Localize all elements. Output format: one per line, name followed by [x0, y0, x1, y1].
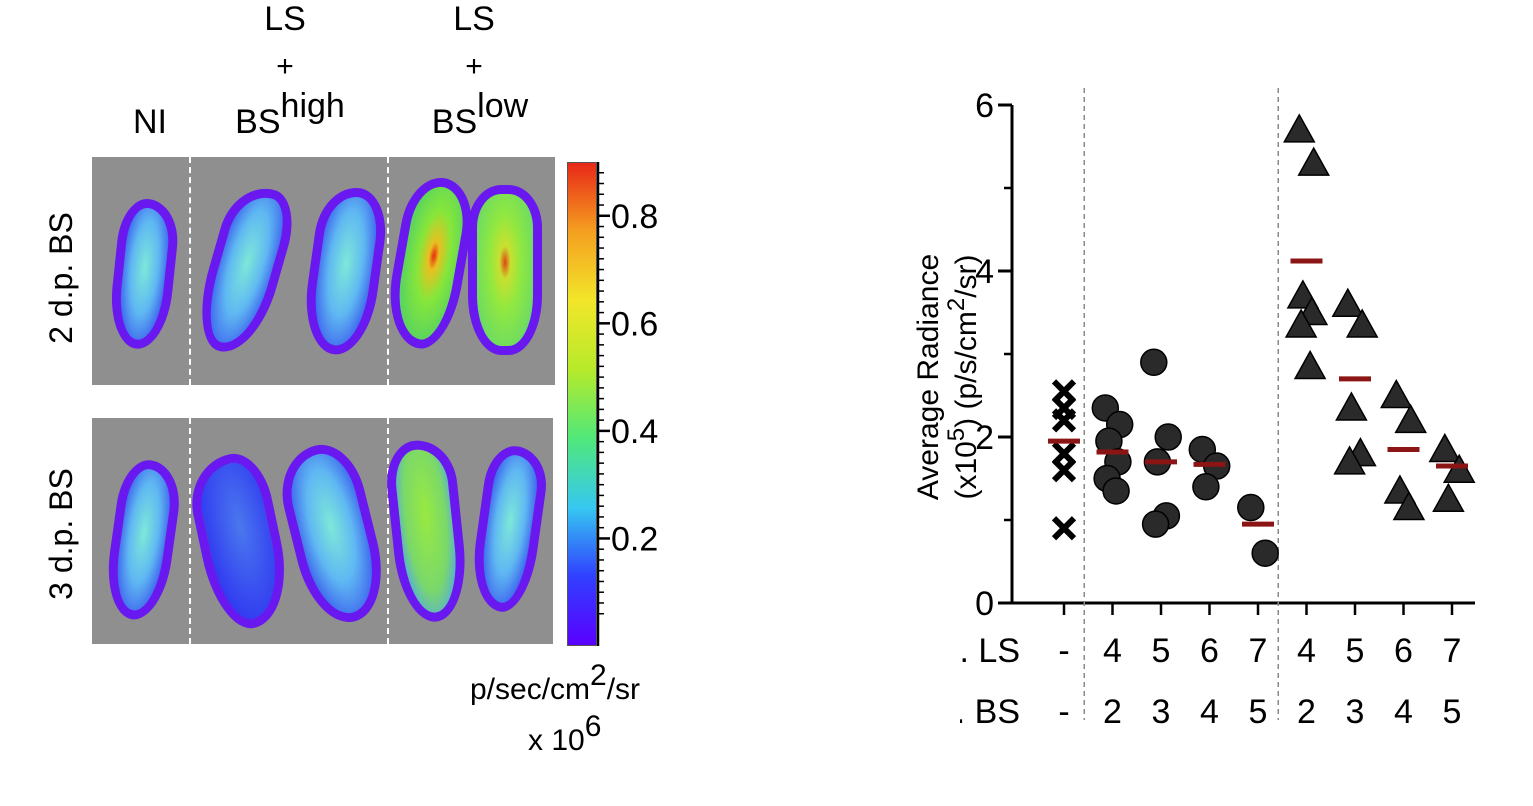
- organ-bslow-a-2dp: [380, 172, 480, 354]
- data-point: [1154, 423, 1182, 451]
- col-header-bslow-line1: LS: [453, 0, 495, 38]
- image-panel-2dp: [92, 157, 555, 385]
- data-point: [1293, 349, 1327, 380]
- row-label-2dp: 2 d.p. BS: [43, 212, 79, 344]
- col-header-bshigh-line3: BShigh: [210, 89, 370, 141]
- data-point: [1283, 113, 1316, 143]
- x-group-label: 2: [1297, 693, 1316, 731]
- colorbar-tick-label: 0.4: [611, 413, 658, 451]
- colorbar: [567, 162, 597, 646]
- organ-bslow-b-2dp: [468, 185, 542, 355]
- colorbar-ticks: 0.8 0.6 0.4 0.2: [598, 172, 658, 615]
- data-point: [1237, 493, 1265, 522]
- x-group-label: 4: [1200, 693, 1219, 731]
- data-point: [1051, 458, 1077, 483]
- data-point: [1394, 403, 1427, 434]
- colorbar-axis: 0.8 0.6 0.4 0.2: [597, 162, 658, 646]
- y-tick-label: 4: [975, 253, 994, 291]
- x-group-label: 3: [1152, 693, 1171, 731]
- data-point: [1141, 510, 1170, 538]
- x-group-label: 6: [1200, 632, 1219, 670]
- data-point: [1331, 287, 1365, 317]
- x-group-label: 7: [1443, 632, 1462, 670]
- col-header-bshigh-line1: LS: [264, 0, 306, 38]
- organ-bshigh-b-2dp: [298, 182, 392, 360]
- col-header-bslow-sup: low: [477, 87, 529, 125]
- col-header-bslow-line3: BSlow: [405, 89, 555, 141]
- data-point: [1051, 516, 1077, 541]
- panel-divider: [387, 418, 389, 644]
- x-group-label: -: [1058, 632, 1069, 670]
- colorbar-scale: x 106: [528, 712, 601, 757]
- colorbar-tick-label: 0.8: [611, 198, 658, 236]
- x-group-label: 2: [1103, 693, 1122, 731]
- data-point: [1297, 146, 1330, 176]
- organ-bslow-b-3dp: [466, 442, 552, 616]
- x-group-label: 4: [1394, 693, 1413, 731]
- x-row-label: d.p. LS: [960, 632, 1020, 670]
- data-point: [1192, 473, 1220, 501]
- col-header-bshigh-sup: high: [280, 87, 345, 125]
- data-point: [1284, 308, 1318, 338]
- y-tick-label: 0: [975, 585, 994, 623]
- x-group-label: 5: [1152, 632, 1171, 670]
- x-group-label: 4: [1103, 632, 1122, 670]
- data-point: [1380, 378, 1413, 409]
- x-group-label: 7: [1249, 632, 1268, 670]
- col-header-bshigh-base: BS: [235, 103, 281, 141]
- data-point: [1333, 445, 1366, 475]
- panel-divider: [189, 157, 191, 385]
- data-point: [1432, 482, 1465, 512]
- colorbar-unit-exp: 2: [590, 659, 607, 692]
- x-group-label: 3: [1346, 693, 1365, 731]
- organ-ni-2dp: [106, 196, 182, 352]
- col-header-bslow-base: BS: [431, 103, 478, 141]
- x-group-label: 5: [1249, 693, 1268, 731]
- organ-bshigh-a-3dp: [182, 447, 298, 636]
- image-panel-3dp: [92, 418, 553, 644]
- colorbar-tick-label: 0.6: [611, 305, 658, 343]
- col-header-ni: NI: [115, 105, 185, 139]
- data-point: [1251, 539, 1279, 567]
- x-group-label: -: [1058, 693, 1069, 731]
- organ-ni-3dp: [101, 456, 185, 624]
- x-group-label: 4: [1297, 632, 1316, 670]
- data-point: [1102, 477, 1130, 505]
- col-header-ni-label: NI: [133, 103, 167, 141]
- y-tick-label: 2: [975, 419, 994, 457]
- data-point: [1442, 453, 1476, 483]
- x-group-label: 5: [1443, 693, 1462, 731]
- row-label-3dp: 3 d.p. BS: [43, 468, 79, 600]
- col-header-bshigh-line2: +: [276, 50, 294, 83]
- colorbar-scale-exp: 6: [584, 710, 602, 743]
- organ-bshigh-b-3dp: [271, 436, 395, 632]
- colorbar-tick-label: 0.2: [611, 520, 658, 558]
- data-point: [1428, 432, 1462, 463]
- colorbar-unit: p/sec/cm2/sr: [470, 661, 641, 706]
- panel-divider: [189, 418, 191, 644]
- y-axis-label-line1: Average Radiance: [912, 253, 945, 501]
- organ-bslow-a-3dp: [382, 436, 472, 626]
- x-group-label: 6: [1394, 632, 1413, 670]
- colorbar-unit-tail: /sr: [606, 673, 641, 706]
- col-header-bslow-line2: +: [465, 50, 483, 83]
- y-tick-label: 6: [975, 87, 994, 125]
- organ-bshigh-a-2dp: [187, 178, 303, 362]
- x-row-label: d.p. BS: [960, 693, 1020, 731]
- data-point: [1335, 391, 1368, 421]
- data-point: [1051, 408, 1077, 433]
- colorbar-scale-base: x 10: [528, 724, 585, 757]
- colorbar-unit-base: p/sec/cm: [470, 673, 591, 706]
- data-point: [1345, 308, 1379, 338]
- panel-divider: [387, 157, 389, 385]
- data-point: [1392, 491, 1426, 521]
- data-point: [1140, 348, 1168, 377]
- x-group-label: 5: [1346, 632, 1365, 670]
